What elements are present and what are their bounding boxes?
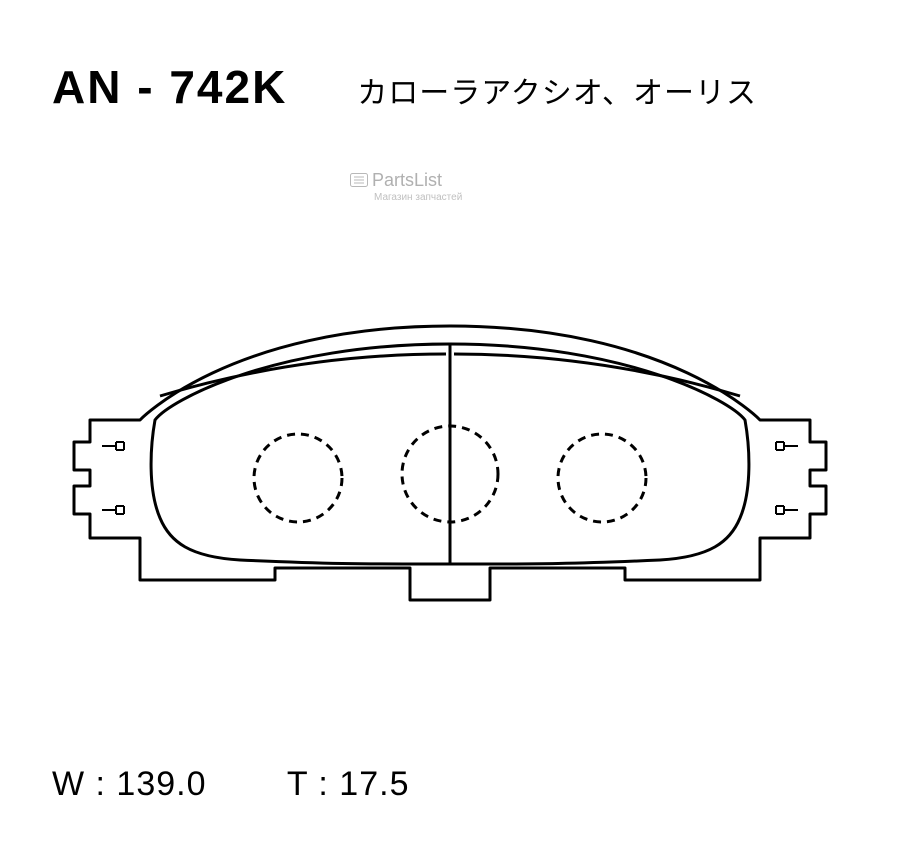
brake-pad-diagram <box>30 290 870 630</box>
dimension-width: W : 139.0 <box>52 765 207 803</box>
part-number: AN - 742K <box>52 60 287 114</box>
list-icon <box>350 173 368 191</box>
dimensions-row: W : 139.0 T : 17.5 <box>52 765 409 804</box>
part-description: カローラアクシオ、オーリス <box>357 68 757 112</box>
header-row: AN - 742K カローラアクシオ、オーリス <box>52 60 860 114</box>
watermark-title: PartsList <box>372 170 442 190</box>
watermark: PartsList Магазин запчастей <box>350 170 462 204</box>
dimension-thickness: T : 17.5 <box>287 765 410 803</box>
watermark-subtitle: Магазин запчастей <box>374 192 462 204</box>
diagram-svg <box>30 290 870 630</box>
